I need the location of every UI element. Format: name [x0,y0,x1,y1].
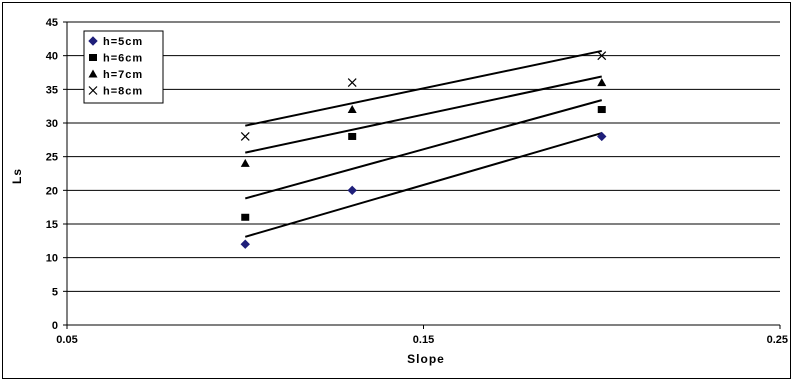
legend-marker-h=5cm [88,36,98,46]
point-h=7cm [347,105,357,114]
gridlines [67,21,780,292]
legend-box [83,30,164,104]
legend-marker-h=8cm [88,86,98,95]
trendline-h=7cm [245,75,602,154]
x-axis-title: Slope [407,352,445,366]
legend-label: h=7cm [103,69,143,81]
trendline-h=8cm [245,49,602,127]
legend-label: h=8cm [103,86,143,98]
point-h=5cm [240,239,250,249]
y-axis-title: Ls [10,168,24,184]
point-h=7cm [240,158,250,167]
y-tick-label: 10 [46,253,58,265]
y-tick-label: 0 [52,320,58,332]
point-h=6cm [241,213,250,221]
trendlines [244,49,603,238]
trendline-h=5cm [244,132,603,238]
data-markers [240,51,607,249]
x-tick-label: 0.15 [413,334,434,346]
tick-labels: 0 5 10 15 20 25 30 35 40 45 0.05 0.15 0.25 [46,17,788,346]
point-h=5cm [347,185,357,196]
y-tick-label: 35 [46,84,58,96]
y-tick-label: 40 [46,51,58,63]
point-h=8cm [597,51,607,61]
point-h=8cm [240,132,250,141]
point-h=7cm [597,78,607,87]
legend-marker-h=6cm [89,54,97,61]
legend-label: h=6cm [103,53,143,65]
point-h=6cm [597,106,606,114]
legend-label: h=5cm [103,36,143,48]
legend-marker-h=7cm [88,69,98,78]
y-tick-label: 45 [46,17,58,29]
legend: h=5cm h=6cm h=7cm h=8cm [83,30,164,104]
y-tick-label: 25 [46,152,58,164]
point-h=6cm [348,132,357,140]
trendline-h=6cm [244,99,603,200]
y-tick-label: 30 [46,118,58,130]
point-h=5cm [597,131,607,142]
point-h=8cm [347,78,357,88]
x-tick-label: 0.25 [767,334,788,346]
y-tick-label: 20 [46,185,58,197]
y-tick-label: 5 [52,286,58,298]
axes [63,21,781,329]
y-tick-label: 15 [46,219,58,231]
x-tick-label: 0.05 [56,334,77,346]
